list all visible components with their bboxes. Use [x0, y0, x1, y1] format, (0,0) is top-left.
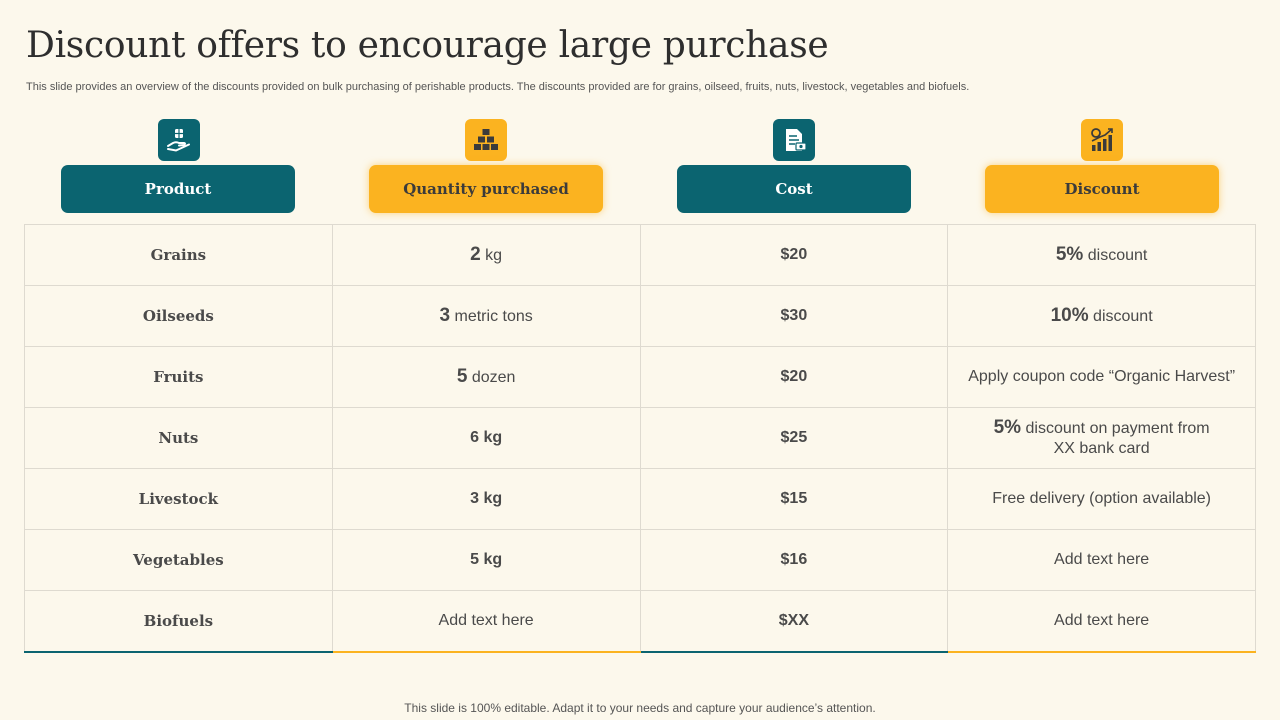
- discount-text: discount on payment from: [1021, 419, 1210, 437]
- cost-cell: $16: [639, 529, 949, 591]
- growth-chart-icon: [1081, 119, 1123, 161]
- cost-cell: $30: [639, 285, 949, 347]
- header-discount: Discount: [985, 165, 1219, 213]
- cost-cell: $20: [639, 224, 949, 286]
- quantity-cell: 2 kg: [331, 224, 641, 286]
- product-cell: Livestock: [24, 468, 333, 530]
- discount-cell: 5% discount: [947, 224, 1256, 286]
- cost-cell: $25: [639, 407, 949, 469]
- discount-text: discount: [1088, 307, 1153, 325]
- header-cost: Cost: [677, 165, 911, 213]
- product-cell: Fruits: [24, 346, 333, 408]
- discount-text-line2: XX bank card: [1053, 439, 1150, 457]
- table-row: Vegetables 5 kg $16 Add text here: [24, 529, 1256, 591]
- quantity-unit: kg: [480, 246, 503, 264]
- slide-title: Discount offers to encourage large purch…: [26, 25, 829, 66]
- discount-cell: Add text here: [947, 529, 1256, 591]
- quantity-value: 3: [439, 304, 451, 326]
- table-row: Oilseeds 3 metric tons $30 10% discount: [24, 285, 1256, 347]
- discount-text: Apply coupon code “Organic Harvest”: [968, 368, 1236, 385]
- quantity-cell: Add text here: [331, 590, 641, 653]
- discount-cell: 10% discount: [947, 285, 1256, 347]
- product-cell: Nuts: [24, 407, 333, 469]
- discount-cell: Free delivery (option available): [947, 468, 1256, 530]
- product-cell: Vegetables: [24, 529, 333, 591]
- header-quantity-purchased: Quantity purchased: [369, 165, 603, 213]
- table-row: Grains 2 kg $20 5% discount: [24, 224, 1256, 286]
- stacked-boxes-icon: [465, 119, 507, 161]
- quantity-cell: 3 metric tons: [331, 285, 641, 347]
- discount-value: 10%: [1050, 304, 1089, 326]
- quantity-cell: 5 kg: [331, 529, 641, 591]
- quantity-cell: 6 kg: [331, 407, 641, 469]
- cost-cell: $20: [639, 346, 949, 408]
- table-row: Nuts 6 kg $25 5% discount on payment fro…: [24, 407, 1256, 469]
- quantity-cell: 3 kg: [331, 468, 641, 530]
- quantity-unit: metric tons: [450, 307, 533, 325]
- table-row: Livestock 3 kg $15 Free delivery (option…: [24, 468, 1256, 530]
- slide-footer: This slide is 100% editable. Adapt it to…: [404, 701, 876, 715]
- discount-table: Grains 2 kg $20 5% discount Oilseeds 3 m…: [24, 224, 1256, 653]
- invoice-document-icon: [773, 119, 815, 161]
- discount-text: discount: [1083, 246, 1148, 264]
- discount-cell: Apply coupon code “Organic Harvest”: [947, 346, 1256, 408]
- product-cell: Grains: [24, 224, 333, 286]
- cost-cell: $XX: [639, 590, 949, 653]
- table-row: Fruits 5 dozen $20 Apply coupon code “Or…: [24, 346, 1256, 408]
- header-product: Product: [61, 165, 295, 213]
- quantity-value: 2: [470, 243, 481, 265]
- discount-value: 5%: [993, 416, 1022, 438]
- product-cell: Oilseeds: [24, 285, 333, 347]
- discount-cell: 5% discount on payment from XX bank card: [947, 407, 1256, 469]
- product-cell: Biofuels: [24, 590, 333, 653]
- discount-cell: Add text here: [947, 590, 1256, 653]
- hand-holding-box-icon: [158, 119, 200, 161]
- table-row: Biofuels Add text here $XX Add text here: [24, 590, 1256, 653]
- quantity-value: 5: [456, 365, 468, 387]
- quantity-cell: 5 dozen: [331, 346, 641, 408]
- quantity-unit: dozen: [467, 368, 516, 386]
- discount-value: 5%: [1055, 243, 1084, 265]
- slide-subtitle: This slide provides an overview of the d…: [26, 81, 970, 93]
- cost-cell: $15: [639, 468, 949, 530]
